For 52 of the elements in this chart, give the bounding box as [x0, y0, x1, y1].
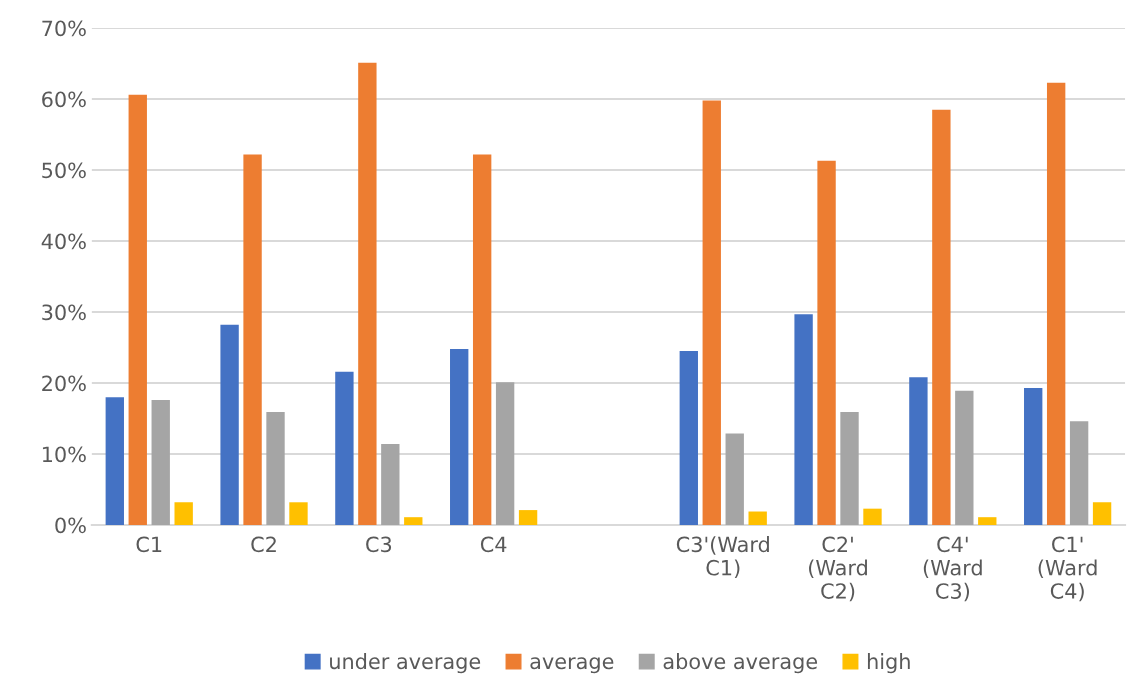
bar — [381, 444, 400, 525]
bar — [909, 377, 928, 525]
bar — [840, 412, 859, 525]
bar — [932, 109, 951, 525]
bar — [266, 412, 285, 525]
bar — [174, 502, 193, 525]
legend-label: high — [867, 653, 910, 674]
bar — [794, 314, 813, 525]
bar — [105, 397, 124, 525]
bar — [335, 371, 354, 525]
x-tick-label: C2' (Ward C2) — [809, 536, 867, 602]
x-tick-label: C3'(Ward C1) — [676, 536, 769, 579]
bar — [978, 517, 997, 525]
x-tick-label: C1' (Ward C4) — [1038, 536, 1097, 602]
bar — [358, 62, 377, 525]
bar — [817, 160, 836, 525]
y-tick-label: 50% — [42, 162, 86, 179]
x-tick-label: C1 — [136, 536, 162, 553]
y-tick-label: 60% — [42, 91, 86, 108]
bar — [702, 100, 721, 525]
bar — [220, 324, 239, 525]
bar — [725, 433, 744, 525]
legend-label: average — [530, 657, 614, 674]
bar — [1024, 387, 1043, 525]
legend-label: under average — [330, 653, 481, 674]
x-tick-label: C4' (Ward C3) — [923, 536, 982, 602]
x-tick-label: C2 — [251, 536, 276, 553]
bar — [289, 502, 308, 525]
y-tick-label: 70% — [42, 20, 86, 37]
bar — [151, 400, 170, 525]
bar — [128, 94, 147, 525]
bar — [748, 511, 767, 525]
bar — [495, 382, 515, 525]
legend-label: above average — [663, 653, 818, 674]
bar — [518, 510, 538, 525]
y-tick-label: 40% — [41, 233, 86, 250]
y-tick-label: 10% — [42, 446, 86, 463]
bar — [1069, 421, 1089, 525]
y-tick-label: 30% — [42, 304, 86, 321]
bar — [243, 154, 262, 525]
bar — [404, 517, 423, 525]
bar — [955, 390, 974, 525]
x-tick-label: C3 — [366, 536, 392, 553]
y-tick-label: 20% — [42, 375, 86, 392]
bar — [679, 351, 698, 525]
bar — [1046, 82, 1066, 525]
bar — [450, 348, 469, 525]
bar — [1092, 502, 1112, 525]
bar — [863, 508, 882, 525]
bar — [472, 154, 492, 525]
x-tick-label: C4 — [480, 536, 507, 553]
y-tick-label: 0% — [55, 517, 86, 534]
